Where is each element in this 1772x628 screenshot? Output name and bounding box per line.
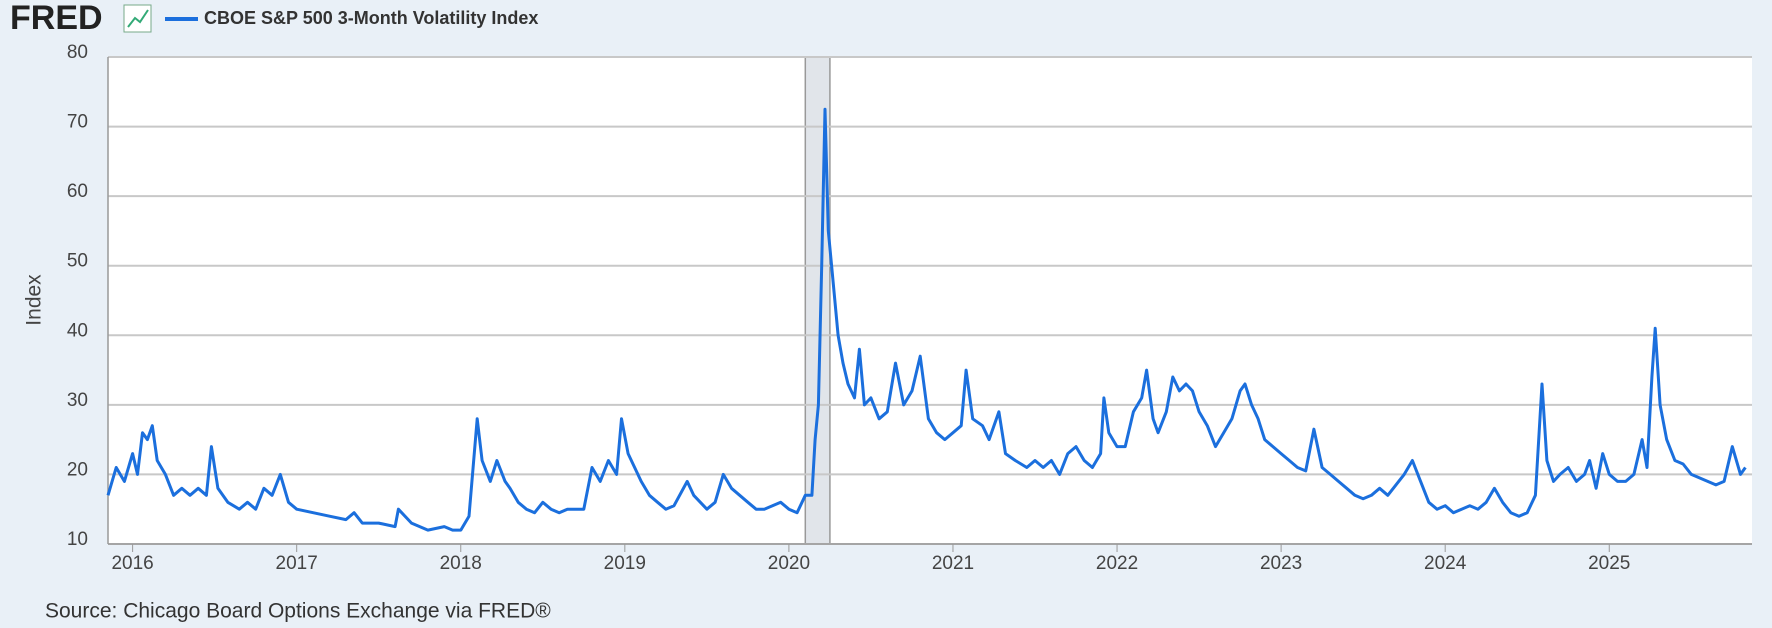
x-tick-label: 2017 xyxy=(276,553,318,574)
x-tick-label: 2025 xyxy=(1588,553,1630,574)
y-tick-label: 30 xyxy=(67,390,88,411)
x-tick-label: 2019 xyxy=(604,553,646,574)
plot-area xyxy=(108,57,1752,544)
x-tick-label: 2021 xyxy=(932,553,974,574)
series-line xyxy=(106,107,1747,532)
legend-label: CBOE S&P 500 3-Month Volatility Index xyxy=(204,8,538,28)
y-axis-label: Index xyxy=(23,274,46,326)
source: Source: Chicago Board Options Exchange v… xyxy=(45,600,551,623)
y-tick-label: 60 xyxy=(67,181,88,202)
logo-icon xyxy=(123,4,152,33)
y-tick-label: 40 xyxy=(67,320,88,341)
logo-icon-line xyxy=(127,9,149,28)
y-tick-label: 50 xyxy=(67,251,88,272)
y-tick-label: 70 xyxy=(67,112,88,133)
x-tick-label: 2018 xyxy=(440,553,482,574)
x-tick-label: 2022 xyxy=(1096,553,1138,574)
x-tick-label: 2024 xyxy=(1424,553,1467,574)
logo: FRED xyxy=(10,0,103,37)
y-tick-label: 20 xyxy=(67,459,88,480)
y-tick-label: 80 xyxy=(67,42,88,63)
y-tick-label: 10 xyxy=(67,529,88,550)
x-tick-label: 2023 xyxy=(1260,553,1302,574)
x-tick-label: 2020 xyxy=(768,553,810,574)
x-tick-label: 2016 xyxy=(111,553,153,574)
